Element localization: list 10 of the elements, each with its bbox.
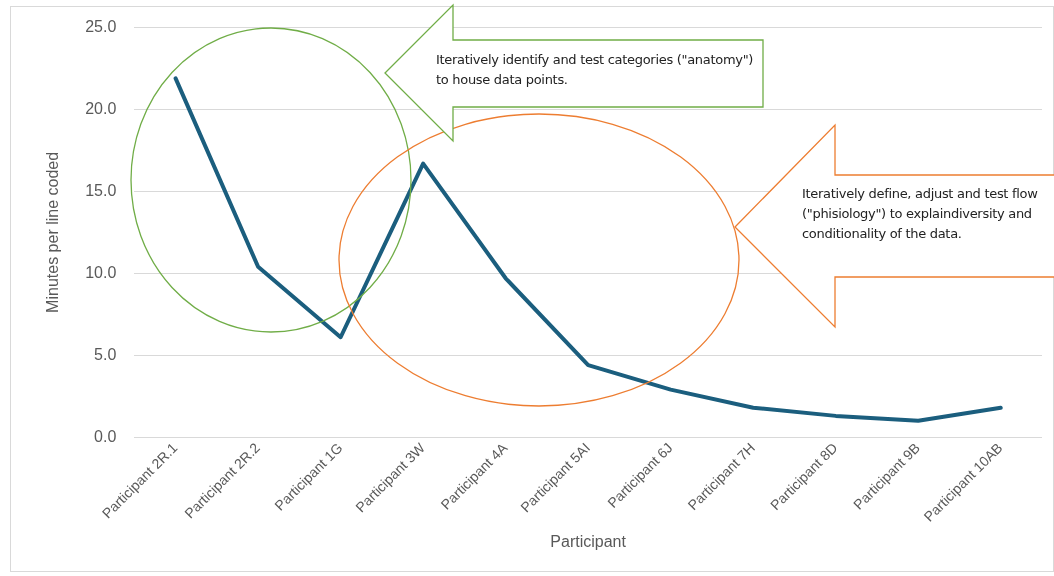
y-tick-label: 15.0 <box>85 181 117 199</box>
annotation: Iteratively identify and test categories ("anatomy") to house data points. <box>436 51 755 89</box>
y-tick-label: 20.0 <box>85 99 117 117</box>
annotation: Iteratively define, adjust and test flow ("phisiology") to explaindiversity and conditionality of the data. <box>802 185 1039 243</box>
x-axis-title: Participant <box>550 532 627 550</box>
y-tick-label: 10.0 <box>85 263 117 281</box>
y-tick-label: 0.0 <box>94 427 117 445</box>
y-tick-label: 5.0 <box>94 345 117 363</box>
y-tick-label: 25.0 <box>85 18 117 36</box>
y-axis-title: Minutes per line coded <box>44 151 62 313</box>
